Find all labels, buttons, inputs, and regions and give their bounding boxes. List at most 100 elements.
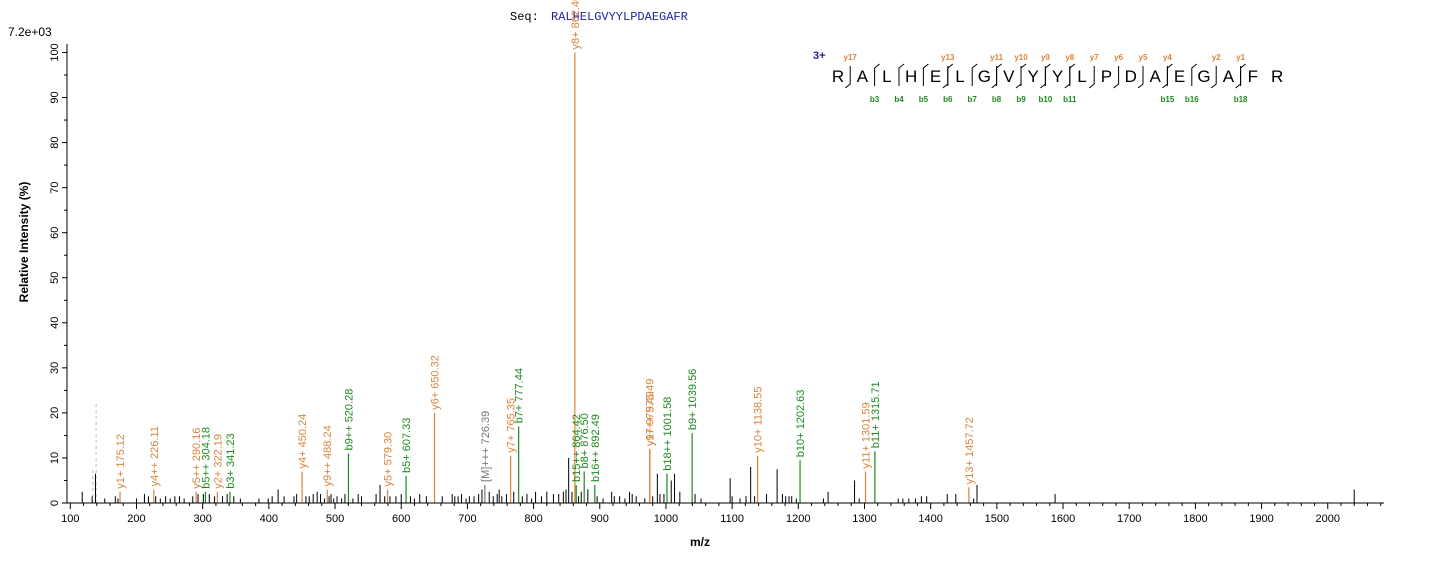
intensity-scale: 7.2e+03 [8,25,52,39]
x-tick-label: 1700 [1117,513,1141,525]
y-ion-bracket [1015,66,1022,89]
y-ion-bracket [1210,66,1217,89]
residue: A [1150,67,1162,86]
peak-label: y6+ 650.32 [430,355,442,410]
residue: E [930,67,941,86]
y-ion-label: y13 [941,53,955,62]
b-ion-bracket [1020,63,1027,86]
y-tick-label: 20 [49,407,61,419]
x-tick-label: 400 [260,513,278,525]
y-tick-label: 80 [49,136,61,148]
peak-label: y1+ 175.12 [115,434,127,489]
peaks-layer [81,52,1355,503]
b-ion-bracket [1240,63,1246,86]
peak-label: y13+ 1457.72 [964,417,976,484]
b-ion-label: b5 [919,95,929,104]
x-tick-label: 1900 [1249,513,1273,525]
x-tick-label: 200 [127,513,145,525]
residue: A [857,67,869,86]
peak-label: b9+ 1039.56 [687,369,699,430]
y-ion-label: y11 [990,53,1003,62]
x-tick-label: 1500 [985,513,1009,525]
b-ion-bracket [947,63,954,86]
sequence-value: RALHELGVYYLPDAEGAFR [551,10,688,24]
y-tick-label: 10 [49,452,61,464]
y-tick-label: 30 [49,362,61,374]
y-ion-bracket [942,66,949,89]
residue: G [1197,67,1210,86]
y-ion-bracket [1137,66,1144,89]
b-ion-bracket [1191,63,1198,86]
y-ion-bracket [1064,66,1071,89]
peak-label: y9++ 488.24 [322,425,334,486]
charge-state: 3+ [813,50,826,62]
y-axis-title: Relative Intensity (%) [17,182,31,303]
y-ion-label: y2 [1212,53,1221,62]
y-ion-label: y1 [1236,53,1245,62]
y-ion-label: y17 [844,53,858,62]
x-tick-label: 2000 [1316,513,1340,525]
x-tick-label: 900 [591,513,609,525]
b-ion-label: b11 [1063,95,1077,104]
y-ion-bracket [1235,66,1242,89]
b-ion-label: b16 [1185,95,1199,104]
peak-label: b5++ 304.18 [200,427,212,489]
residue: L [882,67,891,86]
residue: R [832,67,844,86]
residue: G [978,67,991,86]
x-tick-label: 1800 [1183,513,1207,525]
x-tick-label: 1600 [1051,513,1075,525]
b-ion-label: b10 [1039,95,1053,104]
y-tick-label: 90 [49,91,61,103]
y-tick-label: 0 [49,500,61,506]
y-ion-label: y10 [1014,53,1028,62]
peak-label: y11+ 1301.59 [861,402,873,468]
peak-label: y17++ 975.49 [645,379,657,446]
x-axis-title: m/z [690,535,710,549]
peak-label: y8+ 862.40 [570,0,582,50]
b-ion-bracket [996,63,1002,86]
b-ion-label: b4 [894,95,904,104]
y-ion-bracket [844,66,851,89]
peak-label: [M]+++ 726.39 [480,411,492,482]
b-ion-label: b9 [1016,95,1026,104]
peak-label: b3+ 341.23 [225,433,237,488]
y-ion-bracket [1162,66,1168,89]
x-tick-label: 100 [61,513,79,525]
residue: H [905,67,917,86]
peak-label: b7+ 777.44 [514,368,526,423]
y-tick-label: 40 [49,317,61,329]
b-ion-bracket [898,63,905,86]
sequence-label: Seq: [510,10,539,24]
peak-label: b10+ 1202.63 [795,390,807,458]
residue: P [1101,67,1112,86]
residue: Y [1052,67,1063,86]
y-tick-label: 70 [49,182,61,194]
residue: R [1271,67,1283,86]
b-ion-label: b15 [1161,95,1175,104]
b-ion-bracket [971,63,978,86]
peak-label: b18++ 1001.58 [662,397,674,471]
peak-label: y4+ 450.24 [297,414,309,469]
residue: D [1125,67,1137,86]
peak-label: b8+ 876.50 [579,413,591,468]
peak-label: y10+ 1138.55 [753,387,765,453]
residue: L [955,67,964,86]
peak-label: b9++ 520.28 [343,389,355,451]
peak-label: b5+ 607.33 [401,418,413,473]
x-tick-label: 500 [326,513,344,525]
residue: L [1077,67,1086,86]
b-ion-bracket [1069,63,1076,86]
b-ion-bracket [874,63,880,86]
x-tick-label: 700 [458,513,476,525]
peak-label: y4++ 226.11 [149,426,161,486]
x-tick-label: 1200 [786,513,810,525]
residue: A [1223,67,1235,86]
x-tick-label: 1100 [720,513,744,525]
y-ion-label: y5 [1139,53,1148,62]
peak-label: b16++ 892.49 [590,414,602,482]
y-ion-label: y8 [1065,53,1074,62]
